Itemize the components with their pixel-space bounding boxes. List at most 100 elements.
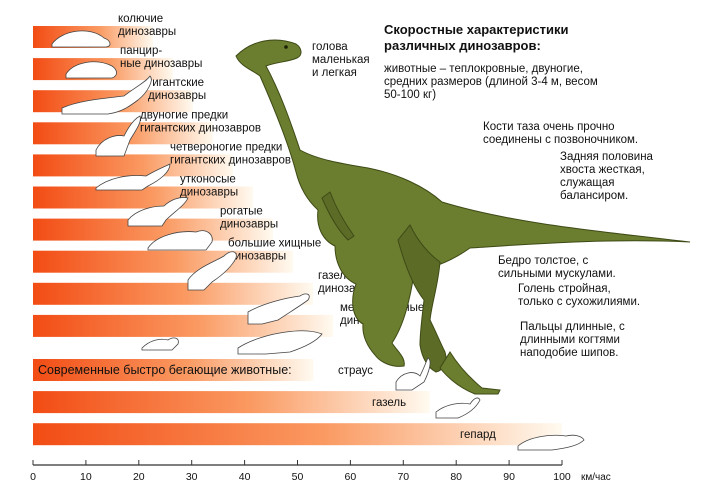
svg-text:Скоростные характеристики: Скоростные характеристики (384, 22, 569, 37)
modern-animals-heading: Современные быстро бегающие животные: (38, 363, 292, 377)
bar-6 (33, 218, 273, 241)
svg-text:средних размеров (длиной 3-4 м: средних размеров (длиной 3-4 м, весом (384, 76, 598, 88)
svg-text:колючие: колючие (118, 13, 163, 25)
svg-text:четвероногие предки: четвероногие предки (170, 141, 282, 153)
annotation-description: животные – теплокровные, двуногие,средни… (384, 63, 598, 101)
x-tick-label-50: 50 (292, 471, 304, 483)
svg-text:длинными когтями: длинными когтями (520, 334, 620, 346)
dinosaur-hind-foot-shape (439, 351, 501, 395)
svg-text:гигантских динозавров: гигантских динозавров (170, 154, 291, 166)
svg-text:страус: страус (338, 365, 373, 377)
svg-text:утконосые: утконосые (180, 174, 236, 186)
svg-text:Бедро толстое, с: Бедро толстое, с (498, 255, 588, 267)
svg-text:только с сухожилиями.: только с сухожилиями. (518, 296, 640, 308)
svg-text:и легкая: и легкая (312, 67, 357, 79)
svg-text:динозавры: динозавры (220, 219, 278, 231)
bar-label-11: газель (372, 397, 406, 409)
spiked-dinosaur-silhouette (51, 30, 111, 48)
svg-text:голова: голова (312, 41, 348, 53)
svg-text:большие хищные: большие хищные (228, 238, 321, 250)
svg-text:рогатые: рогатые (220, 206, 263, 218)
x-axis-unit: км/час (581, 472, 611, 483)
giant-dinosaur-silhouette (61, 75, 152, 115)
annotation-shin: Голень стройная,только с сухожилиями. (518, 283, 640, 308)
ostrich-silhouette (395, 357, 431, 391)
svg-text:Задняя половина: Задняя половина (560, 151, 654, 163)
svg-text:хвоста жесткая,: хвоста жесткая, (560, 164, 645, 176)
armored-dinosaur-silhouette (65, 61, 117, 79)
dinosaur-eye (284, 45, 288, 49)
svg-text:балансиром.: балансиром. (560, 190, 628, 202)
svg-text:соединены с позвоночником.: соединены с позвоночником. (483, 134, 638, 146)
bar-label-1: панцир-ные динозавры (120, 45, 202, 70)
x-tick-label-90: 90 (503, 471, 515, 483)
bar-8 (33, 282, 313, 305)
animal-silhouettes (51, 30, 585, 451)
svg-text:различных динозавров:: различных динозавров: (384, 38, 541, 53)
x-tick-label-100: 100 (553, 471, 571, 483)
chart-title: Скоростные характеристики различных дино… (384, 22, 569, 53)
svg-text:Голень стройная,: Голень стройная, (518, 283, 611, 295)
gazelle-dinosaur-silhouette (247, 293, 310, 325)
large-predator-silhouette (187, 251, 237, 291)
dinosaur-arm-shape (321, 191, 355, 241)
x-tick-label-10: 10 (80, 471, 92, 483)
bar-4 (33, 154, 233, 177)
small-predator-silhouette (237, 330, 323, 355)
svg-text:панцир-: панцир- (120, 45, 162, 57)
duckbill-dinosaur-silhouette (127, 197, 189, 227)
svg-text:динозавры: динозавры (180, 187, 238, 199)
svg-text:наподобие шипов.: наподобие шипов. (520, 347, 618, 359)
svg-text:динозавры: динозавры (148, 90, 206, 102)
svg-text:животные – теплокровные, двуно: животные – теплокровные, двуногие, (384, 63, 583, 75)
bar-11 (33, 391, 430, 414)
bar-10 (33, 359, 314, 381)
svg-text:двуногие предки: двуногие предки (140, 109, 228, 121)
bar-label-10: страус (338, 365, 373, 377)
dinosaur-illustration (235, 39, 691, 395)
x-tick-label-60: 60 (345, 471, 357, 483)
bar-5 (33, 186, 253, 209)
svg-text:ные динозавры: ные динозавры (120, 58, 202, 70)
svg-text:маленькая: маленькая (312, 54, 370, 66)
bipedal-ancestor-silhouette (95, 115, 141, 157)
x-tick-label-30: 30 (186, 471, 198, 483)
small-predator-silhouette-2 (141, 337, 179, 351)
x-tick-label-20: 20 (133, 471, 145, 483)
cheetah-silhouette (517, 434, 585, 451)
svg-text:50-100 кг): 50-100 кг) (384, 89, 436, 101)
svg-text:Кости таза очень прочно: Кости таза очень прочно (483, 121, 615, 133)
svg-text:гигантские: гигантские (148, 77, 204, 89)
quadruped-ancestor-silhouette (95, 163, 171, 191)
svg-text:гепард: гепард (460, 429, 496, 441)
svg-text:динозавры: динозавры (228, 251, 286, 263)
x-tick-label-70: 70 (397, 471, 409, 483)
svg-text:газель: газель (372, 397, 406, 409)
svg-text:служащая: служащая (560, 177, 615, 189)
bar-12 (33, 423, 562, 446)
x-tick-label-0: 0 (30, 471, 36, 483)
svg-text:динозавры: динозавры (118, 26, 176, 38)
svg-text:сильными мускулами.: сильными мускулами. (498, 268, 616, 280)
x-tick-label-80: 80 (450, 471, 462, 483)
svg-text:гигантских динозавров: гигантских динозавров (140, 122, 261, 134)
x-axis: 0 10 20 30 40 50 60 70 80 90 100 км/час (30, 460, 611, 483)
svg-text:Пальцы длинные, с: Пальцы длинные, с (520, 321, 625, 333)
bar-3 (33, 122, 213, 145)
x-tick-label-40: 40 (239, 471, 251, 483)
bar-label-12: гепард (460, 429, 496, 441)
